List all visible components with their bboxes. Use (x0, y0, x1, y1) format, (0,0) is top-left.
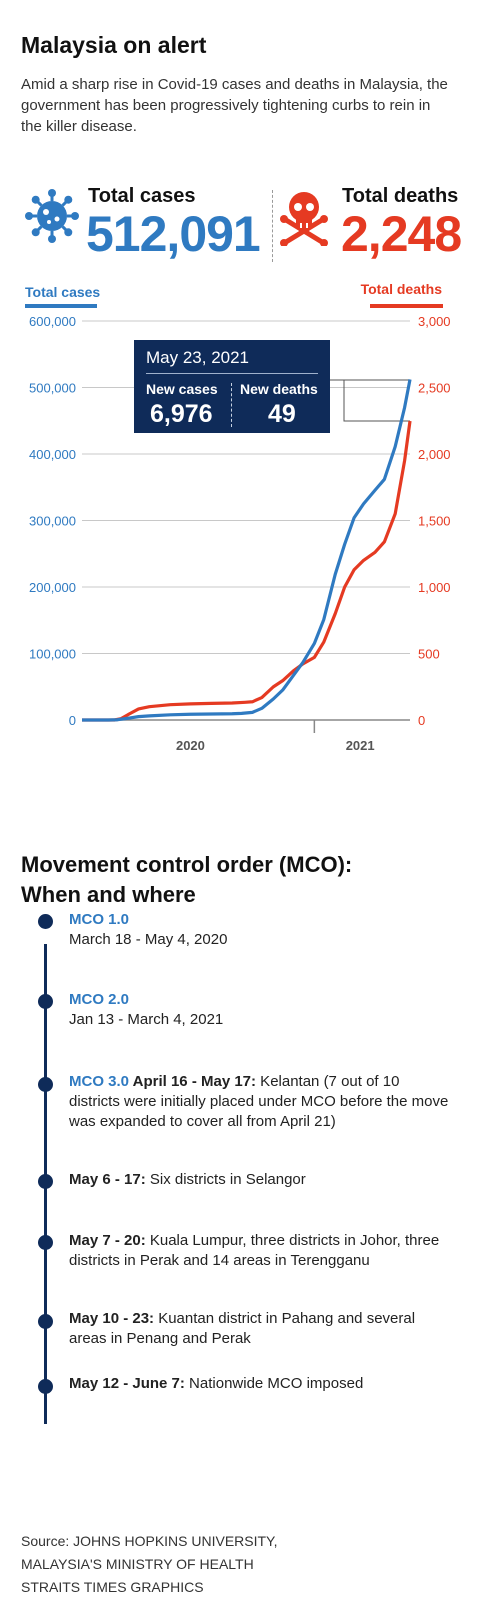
timeline-item: MCO 2.0 Jan 13 - March 4, 2021 (69, 990, 449, 1030)
timeline-item-text: Kuantan district in Pahang and several a… (69, 1310, 416, 1347)
total-deaths-line (82, 420, 412, 722)
y-right-tick-label: 1,500 (418, 514, 451, 529)
timeline-dot (38, 1379, 53, 1394)
timeline-item-text: Nationwide MCO imposed (184, 1375, 364, 1392)
timeline-dot (38, 994, 53, 1009)
timeline-dot (38, 914, 53, 929)
y-left-tick-label: 300,000 (29, 514, 76, 529)
tooltip-separator (231, 383, 232, 427)
total-deaths-value: 2,248 (341, 206, 462, 262)
total-cases-label: Total cases (88, 185, 196, 207)
timeline-item: May 7 - 20: Kuala Lumpur, three district… (69, 1231, 449, 1271)
y-left-tick-label: 600,000 (29, 314, 76, 329)
mco-title-line1: Movement control order (MCO): (21, 852, 353, 877)
y-right-tick-label: 3,000 (418, 314, 451, 329)
tooltip-date: May 23, 2021 (146, 348, 250, 367)
tooltip-new-deaths-value: 49 (268, 400, 296, 428)
y-left-tick-label: 400,000 (29, 447, 76, 462)
source-credit: Source: JOHNS HOPKINS UNIVERSITY, MALAYS… (21, 1530, 277, 1599)
tooltip-new-cases-label: New cases (146, 381, 218, 397)
y-left-tick-label: 200,000 (29, 580, 76, 595)
source-line-1: Source: JOHNS HOPKINS UNIVERSITY, (21, 1533, 278, 1549)
legend-total-deaths: Total deaths (360, 281, 442, 297)
timeline-item: May 6 - 17: Six districts in Selangor (69, 1170, 449, 1190)
skull-crossbones-icon (280, 192, 328, 246)
timeline-item-text: Kelantan (7 out of 10 districts were ini… (69, 1073, 449, 1130)
timeline-item-period: Jan 13 - March 4, 2021 (69, 1011, 224, 1028)
total-cases-line (81, 379, 412, 722)
cases-deaths-chart: 0 0 100,000 500 200,000 1,000 300,000 1,500 400,… (29, 314, 451, 753)
timeline-item: MCO 1.0 March 18 - May 4, 2020 (69, 910, 449, 950)
chart-tooltip: May 23, 2021 New cases 6,976 New deaths … (134, 340, 330, 433)
timeline-item-name: MCO 2.0 (69, 991, 130, 1008)
page-title: Malaysia on alert (21, 32, 207, 58)
timeline-item-dates: May 10 - 23: (69, 1310, 155, 1327)
legend-deaths-swatch (370, 304, 443, 308)
timeline-item-name: MCO 1.0 (69, 911, 130, 928)
legend-cases-swatch (25, 304, 97, 308)
legend-total-cases: Total cases (25, 284, 101, 300)
tooltip-new-deaths-label: New deaths (240, 381, 318, 397)
timeline-item: MCO 3.0 April 16 - May 17: Kelantan (7 o… (69, 1072, 449, 1132)
mco-section-title: Movement control order (MCO): When and w… (21, 850, 352, 910)
timeline-item-dates: May 6 - 17: (69, 1171, 146, 1188)
tooltip-leader-deaths (330, 379, 410, 422)
mco-title-line2: When and where (21, 882, 196, 907)
tooltip-rule (146, 373, 318, 374)
tooltip-new-cases-value: 6,976 (150, 400, 213, 428)
y-right-tick-label: 2,000 (418, 447, 451, 462)
timeline-dot (38, 1174, 53, 1189)
stats-divider (272, 190, 273, 262)
timeline-item-period: March 18 - May 4, 2020 (69, 931, 228, 948)
timeline-dot (38, 1235, 53, 1250)
y-left-tick-label: 100,000 (29, 647, 76, 662)
source-line-2: MALAYSIA'S MINISTRY OF HEALTH (21, 1556, 254, 1572)
timeline-item-text: Kuala Lumpur, three districts in Johor, … (69, 1232, 440, 1269)
timeline-item-dates: April 16 - May 17: (129, 1073, 257, 1090)
timeline-item-name: MCO 3.0 (69, 1073, 130, 1090)
y-right-tick-label: 0 (418, 713, 425, 728)
timeline-item-text: Six districts in Selangor (145, 1171, 306, 1188)
x-tick-label: 2021 (346, 738, 375, 753)
total-deaths-label: Total deaths (342, 185, 459, 207)
y-right-tick-label: 500 (418, 647, 440, 662)
y-left-tick-label: 500,000 (29, 381, 76, 396)
timeline-dot (38, 1077, 53, 1092)
timeline-item-dates: May 7 - 20: (69, 1232, 146, 1249)
virus-icon (25, 189, 79, 243)
x-tick-label: 2020 (176, 738, 205, 753)
timeline-item: May 10 - 23: Kuantan district in Pahang … (69, 1309, 449, 1349)
timeline-item: May 12 - June 7: Nationwide MCO imposed (69, 1374, 449, 1394)
timeline-dot (38, 1314, 53, 1329)
source-line-3: STRAITS TIMES GRAPHICS (21, 1579, 204, 1595)
intro-text: Amid a sharp rise in Covid-19 cases and … (21, 76, 448, 135)
timeline-item-dates: May 12 - June 7: (69, 1375, 185, 1392)
y-left-tick-label: 0 (69, 713, 76, 728)
total-cases-value: 512,091 (86, 206, 261, 262)
y-right-tick-label: 2,500 (418, 381, 451, 396)
y-right-tick-label: 1,000 (418, 580, 451, 595)
